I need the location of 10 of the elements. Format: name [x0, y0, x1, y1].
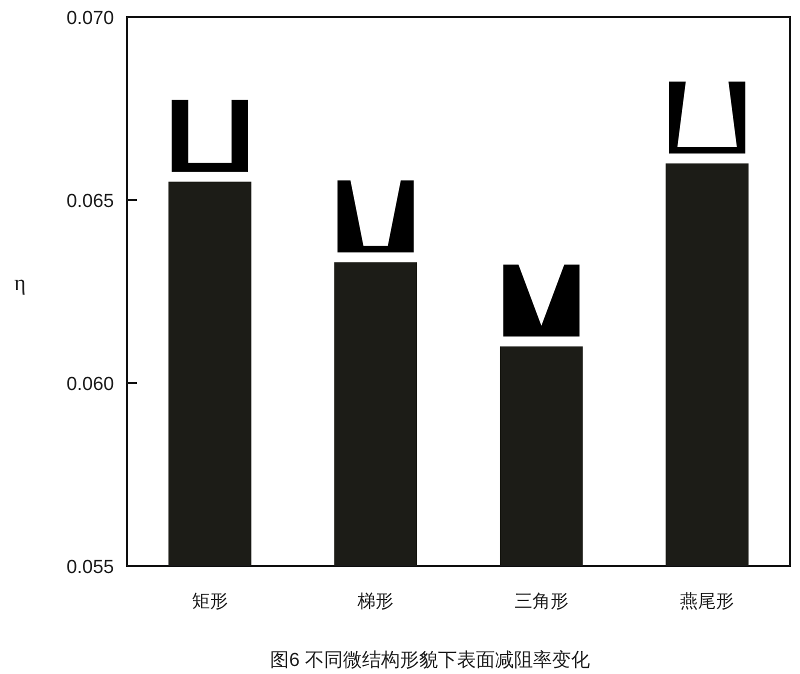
x-tick-label: 燕尾形: [680, 591, 734, 611]
x-tick-label: 三角形: [514, 591, 568, 611]
y-tick-label: 0.055: [66, 557, 114, 578]
y-tick-label: 0.065: [66, 191, 114, 212]
x-tick-label: 矩形: [192, 591, 228, 611]
y-axis-title: η: [14, 270, 26, 295]
x-tick-label: 梯形: [356, 591, 394, 611]
y-tick-label: 0.070: [66, 8, 114, 29]
y-tick-label: 0.060: [66, 374, 114, 395]
title: 图6 不同微结构形貌下表面减阻率变化: [270, 650, 590, 671]
